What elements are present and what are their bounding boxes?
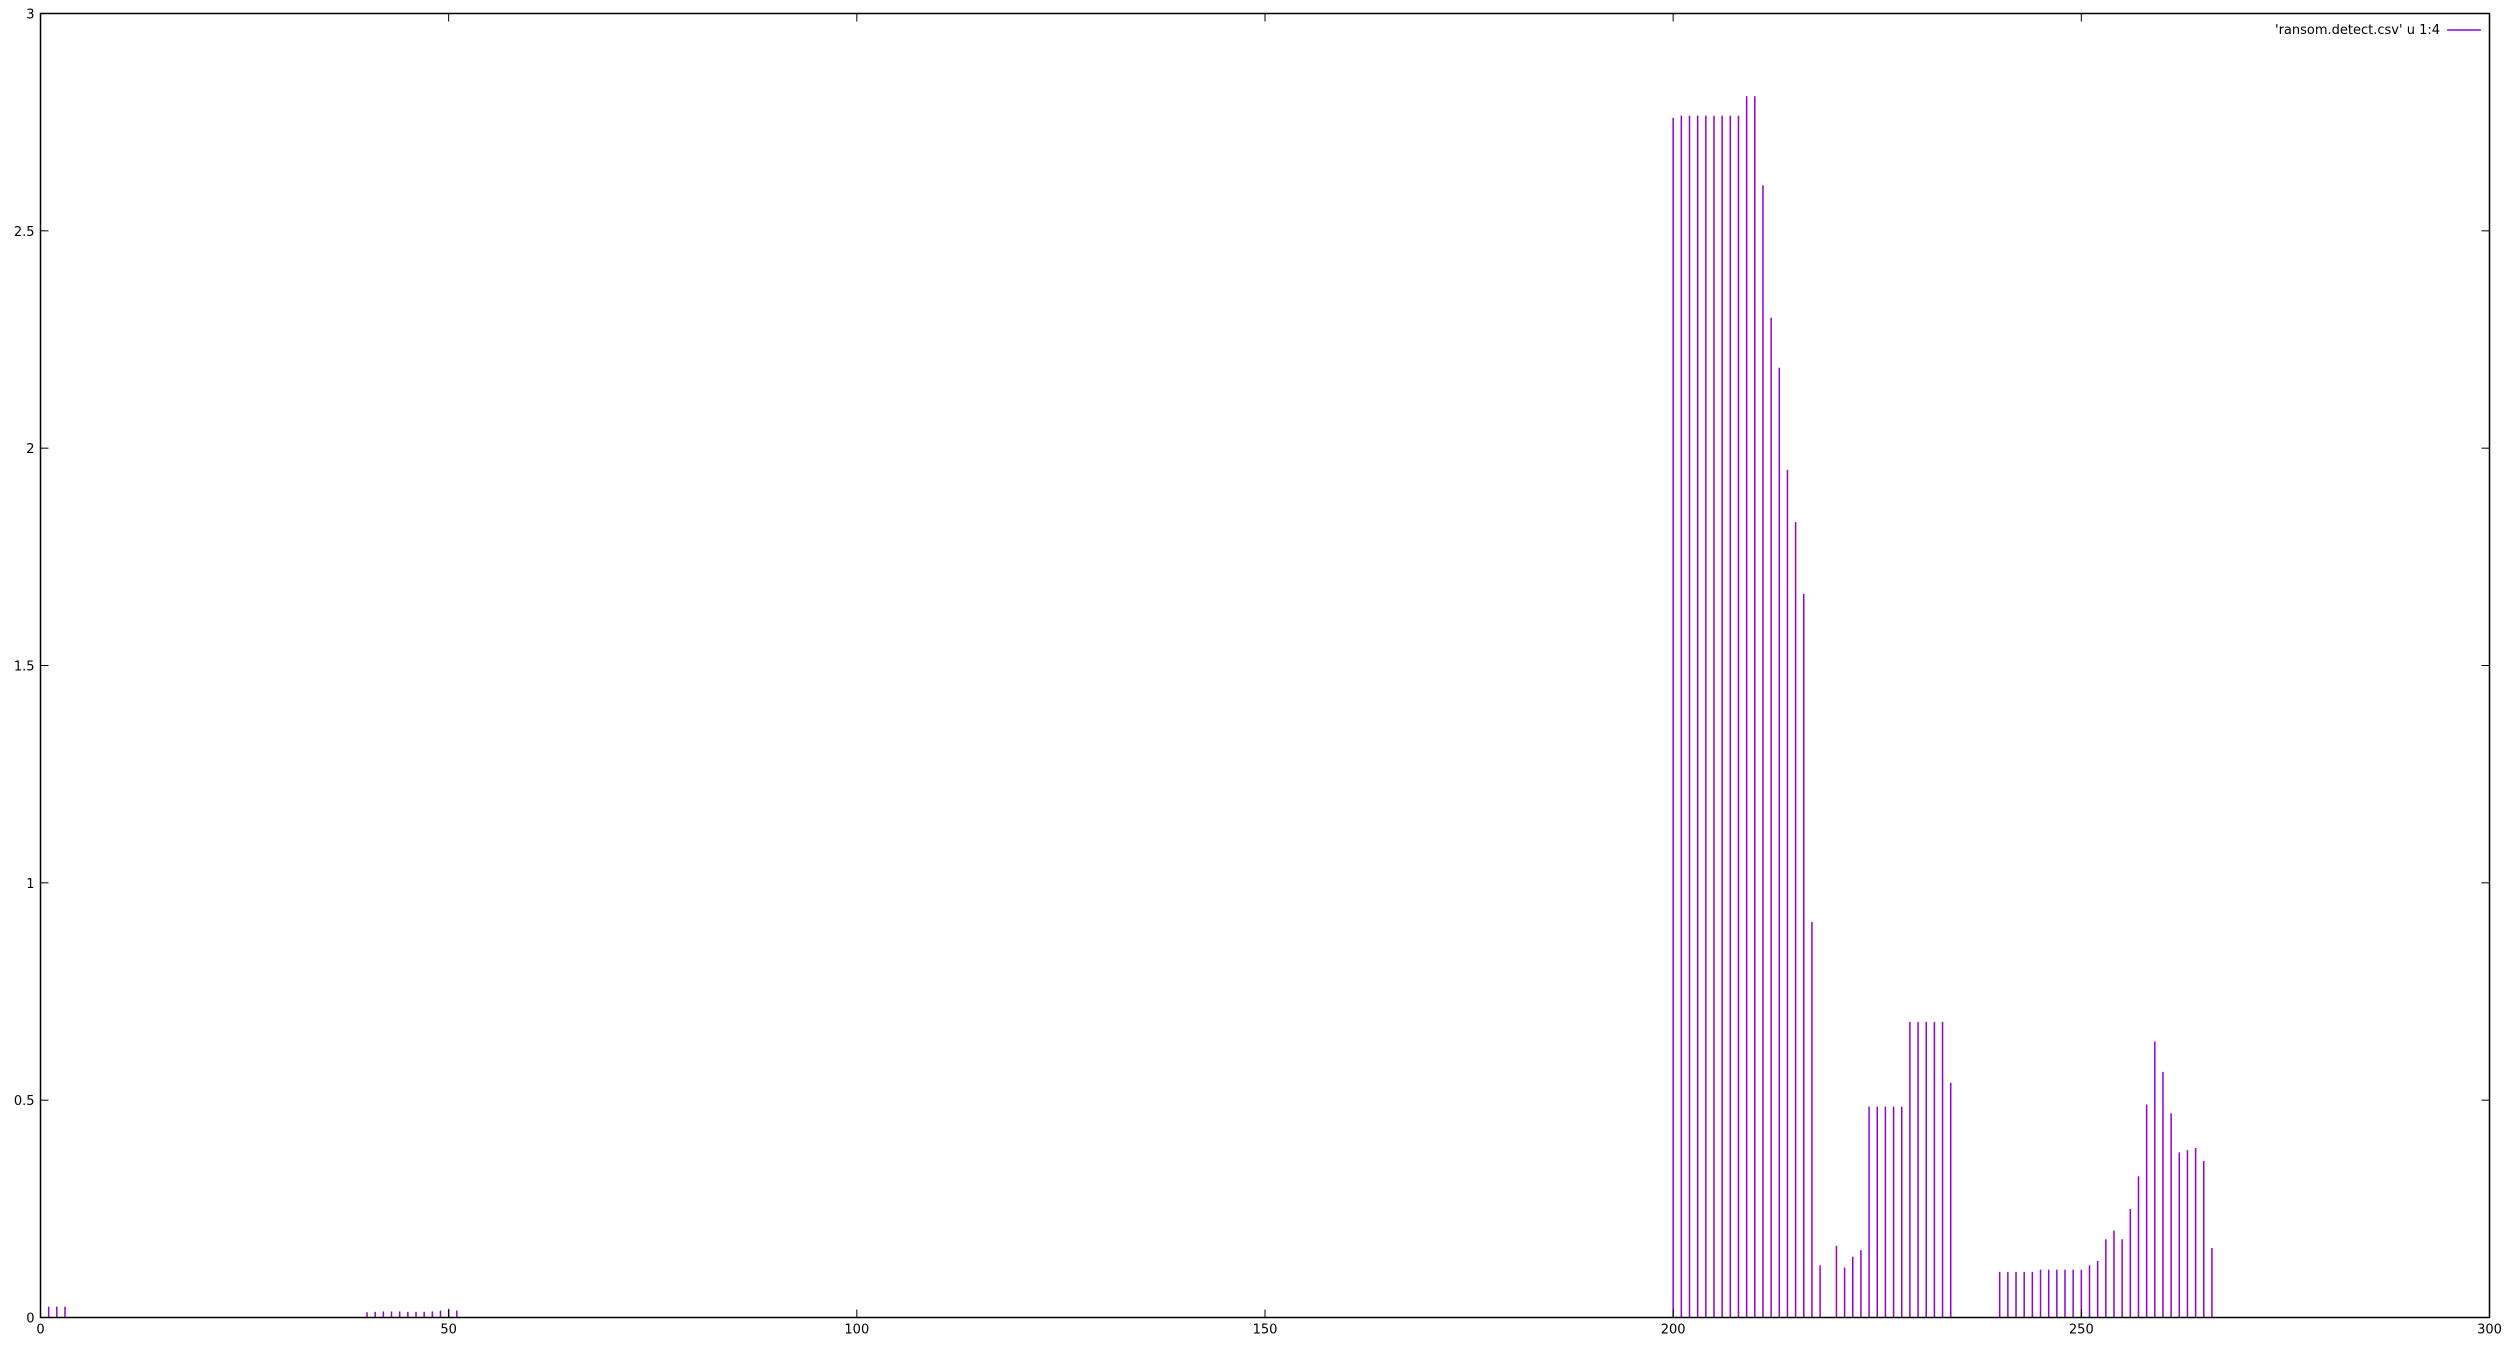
- y-tick-label: 2: [26, 442, 34, 457]
- plot-frame: [39, 12, 2491, 1319]
- series-impulses: [47, 96, 2213, 1318]
- x-tick-label: 250: [2069, 1323, 2094, 1338]
- x-tick-label: 0: [36, 1323, 44, 1338]
- y-tick-label: 1.5: [14, 660, 35, 675]
- y-tick-label: 3: [26, 8, 34, 23]
- y-tick-label: 1: [26, 877, 34, 892]
- x-tick-label: 200: [1661, 1323, 1686, 1338]
- x-tick-label: 150: [1253, 1323, 1278, 1338]
- legend-label: 'ransom.detect.csv' u 1:4: [2275, 23, 2440, 38]
- x-tick-label: 100: [844, 1323, 869, 1338]
- axis-tick-labels: 0 50 100 150 200 250 300 0 0.5 1 1.5 2 2.5 3: [14, 8, 2502, 1338]
- x-tick-label: 50: [440, 1323, 457, 1338]
- y-tick-label: 0.5: [14, 1094, 35, 1109]
- x-tick-label: 300: [2477, 1323, 2502, 1338]
- y-tick-label: 2.5: [14, 225, 35, 240]
- y-tick-label: 0: [26, 1312, 34, 1327]
- legend: 'ransom.detect.csv' u 1:4: [2275, 23, 2481, 38]
